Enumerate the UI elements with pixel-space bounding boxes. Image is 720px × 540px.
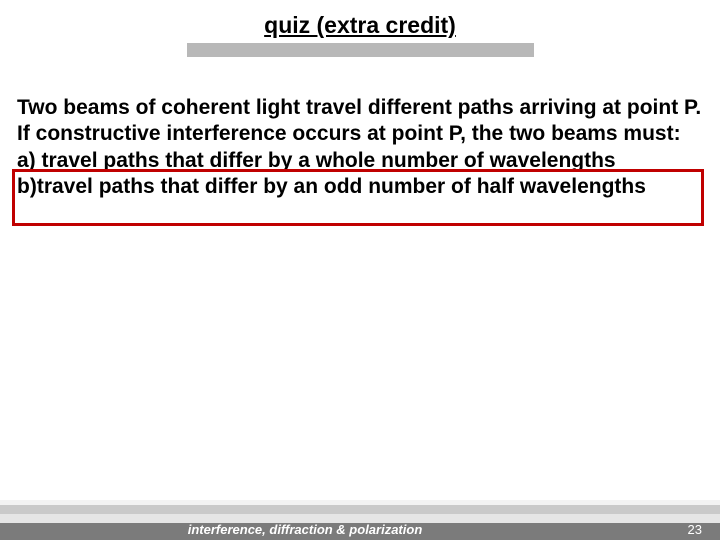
- title-underline-bar: [187, 43, 534, 57]
- footer-topic: interference, diffraction & polarization: [188, 522, 423, 537]
- footer-bar-mid: [0, 505, 720, 514]
- slide-title: quiz (extra credit): [264, 12, 456, 39]
- answer-highlight-box: [12, 169, 704, 226]
- slide: quiz (extra credit) Two beams of coheren…: [0, 0, 720, 540]
- page-number: 23: [688, 522, 702, 537]
- title-area: quiz (extra credit): [0, 12, 720, 39]
- footer-title-wrap: interference, diffraction & polarization: [0, 522, 720, 537]
- question-text: Two beams of coherent light travel diffe…: [17, 96, 701, 145]
